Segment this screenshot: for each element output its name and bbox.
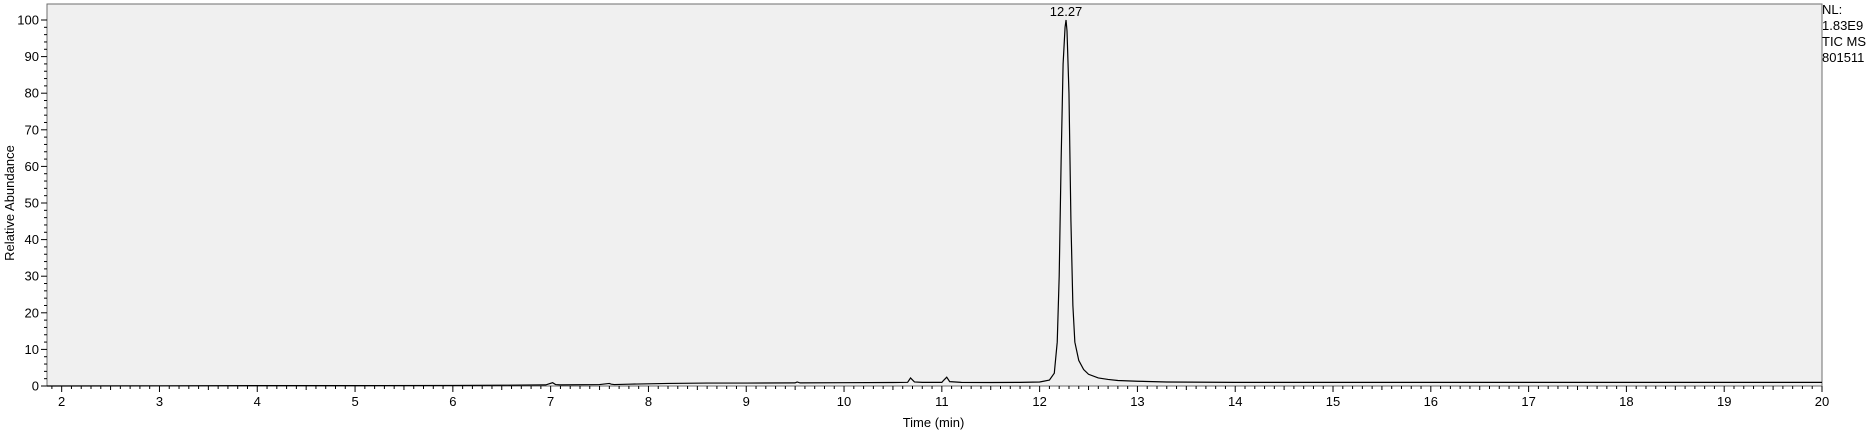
x-tick-label: 14 [1228, 394, 1242, 409]
y-tick-label: 50 [25, 196, 39, 211]
peak-label: 12.27 [1050, 4, 1083, 19]
x-axis-label: Time (min) [903, 415, 965, 430]
y-tick-label: 0 [32, 379, 39, 394]
y-tick-label: 70 [25, 122, 39, 137]
x-tick-label: 16 [1424, 394, 1438, 409]
x-minor-ticks [51, 386, 1813, 390]
x-tick-label: 8 [645, 394, 652, 409]
x-tick-label: 13 [1130, 394, 1144, 409]
plot-area [46, 3, 1823, 387]
scan-info: NL: 1.83E9 TIC MS 801511 [1822, 2, 1866, 66]
x-tick-label: 6 [449, 394, 456, 409]
y-tick-label: 20 [25, 305, 39, 320]
x-axis-ticks: 2 3 4 5 6 7 8 9 10 11 12 13 14 15 16 17 18 19 20 [58, 386, 1829, 409]
scan-info-file-id: 801511 [1822, 50, 1865, 65]
y-axis-ticks: 0 10 20 30 40 50 60 70 80 90 100 [17, 13, 47, 394]
x-tick-label: 20 [1815, 394, 1829, 409]
x-tick-label: 15 [1326, 394, 1340, 409]
y-tick-label: 90 [25, 49, 39, 64]
x-tick-label: 18 [1619, 394, 1633, 409]
y-tick-label: 30 [25, 269, 39, 284]
x-tick-label: 4 [254, 394, 261, 409]
series-line-tic [46, 19, 1822, 387]
y-tick-label: 100 [17, 13, 39, 28]
x-tick-label: 19 [1717, 394, 1731, 409]
y-tick-label: 60 [25, 159, 39, 174]
x-tick-label: 9 [743, 394, 750, 409]
x-tick-label: 11 [935, 394, 949, 409]
scan-info-nl-value: 1.83E9 [1822, 18, 1864, 33]
x-tick-label: 17 [1521, 394, 1535, 409]
x-tick-label: 5 [351, 394, 358, 409]
scan-info-nl-label: NL: [1822, 2, 1843, 17]
x-tick-label: 2 [58, 394, 65, 409]
scan-info-scan-type: TIC MS [1822, 34, 1867, 49]
x-tick-label: 7 [547, 394, 554, 409]
x-tick-label: 3 [156, 394, 163, 409]
x-tick-label: 12 [1032, 394, 1046, 409]
y-tick-label: 40 [25, 232, 39, 247]
x-tick-label: 10 [837, 394, 851, 409]
y-minor-ticks [44, 26, 47, 380]
y-tick-label: 80 [25, 86, 39, 101]
y-tick-label: 10 [25, 342, 39, 357]
y-axis-label: Relative Abundance [2, 145, 17, 261]
